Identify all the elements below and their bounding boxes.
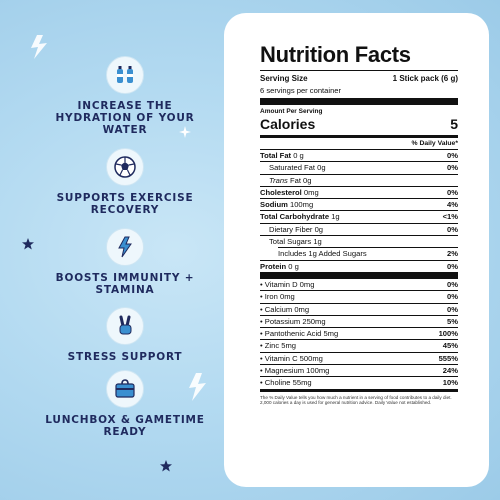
nutrient-dv: 0% xyxy=(447,224,458,234)
vitamin-dv: 0% xyxy=(447,279,458,289)
nutrient-row: Saturated Fat 0g 0% xyxy=(260,161,458,173)
nutrient-dv: 0% xyxy=(447,261,458,271)
vitamin-dv: 555% xyxy=(438,353,458,363)
vitamin-row: • Iron 0mg 0% xyxy=(260,290,458,302)
vitamin-name: Vitamin D 0mg xyxy=(264,279,315,289)
nutrient-amount: 100mg xyxy=(289,200,314,210)
benefit-text: INCREASE THE HYDRATION OF YOUR WATER xyxy=(55,100,195,136)
nutrient-dv: 2% xyxy=(447,249,458,259)
nutrient-amount: 0 g xyxy=(288,261,299,271)
nutrient-row: Includes 1g Added Sugars 2% xyxy=(278,247,458,259)
vitamin-name: Magnesium 100mg xyxy=(264,366,330,376)
nutrient-row: Sodium 100mg 4% xyxy=(260,198,458,210)
nutrient-dv: <1% xyxy=(442,212,458,222)
nutrition-panel xyxy=(224,13,489,487)
amount-per-serving: Amount Per Serving xyxy=(260,108,323,115)
vitamin-row: • Zinc 5mg 45% xyxy=(260,339,458,351)
nutrient-amount: 1g xyxy=(331,212,340,222)
nutrient-name: Total Sugars 1g xyxy=(269,237,322,247)
nutrition-facts-label: Nutrition Facts Serving Size 1 Stick pac… xyxy=(260,42,458,406)
vitamin-name: Pantothenic Acid 5mg xyxy=(264,329,339,339)
nutrient-row: Total Fat 0 g 0% xyxy=(260,149,458,161)
vitamin-dv: 5% xyxy=(447,316,458,326)
star-icon xyxy=(22,238,34,250)
nutrient-dv: 0% xyxy=(447,187,458,197)
calories-label: Calories xyxy=(260,116,316,132)
nutrient-row: Protein 0 g 0% xyxy=(260,259,458,272)
calories-row: Calories 5 xyxy=(260,116,458,132)
lunchbox-icon xyxy=(106,370,144,408)
serving-size-row: Serving Size 1 Stick pack (6 g) xyxy=(260,73,458,85)
calories-value: 5 xyxy=(450,116,458,132)
lightning-bolt-icon xyxy=(106,228,144,266)
nutrient-amount: 0mg xyxy=(303,187,319,197)
vitamin-row: • Magnesium 100mg 24% xyxy=(260,364,458,376)
vitamin-name: Potassium 250mg xyxy=(264,316,326,326)
sparkle-icon xyxy=(179,126,191,138)
nutrient-name: Dietary Fiber 0g xyxy=(269,224,324,234)
peace-hand-icon xyxy=(106,307,144,345)
label-footnote: The % Daily Value tells you how much a n… xyxy=(260,394,452,406)
vitamin-dv: 45% xyxy=(442,341,458,351)
nutrient-dv: 0% xyxy=(447,151,458,160)
water-bottles-icon xyxy=(106,56,144,94)
nutrient-row: Cholesterol 0mg 0% xyxy=(260,185,458,198)
nutrient-amount: 0 g xyxy=(293,151,304,160)
benefit-exercise: SUPPORTS EXERCISE RECOVERY xyxy=(40,148,210,216)
vitamin-row: • Pantothenic Acid 5mg 100% xyxy=(260,327,458,339)
vitamin-dv: 0% xyxy=(447,304,458,314)
benefit-hydration: INCREASE THE HYDRATION OF YOUR WATER xyxy=(40,56,210,136)
nutrient-name: Cholesterol xyxy=(260,187,302,197)
benefit-text: LUNCHBOX & GAMETIME READY xyxy=(45,414,205,438)
vitamin-row: • Vitamin C 500mg 555% xyxy=(260,351,458,363)
benefit-stress: STRESS SUPPORT xyxy=(40,307,210,363)
vitamin-dv: 10% xyxy=(442,378,458,388)
nutrient-row: Total Carbohydrate 1g <1% xyxy=(260,210,458,222)
benefit-lunchbox: LUNCHBOX & GAMETIME READY xyxy=(40,370,210,438)
serving-size-label: Serving Size xyxy=(260,74,308,83)
vitamin-row: • Choline 55mg 10% xyxy=(260,376,458,388)
lightning-bolt-icon xyxy=(31,35,47,59)
benefit-text: BOOSTS IMMUNITY + STAMINA xyxy=(55,272,195,296)
benefit-text: SUPPORTS EXERCISE RECOVERY xyxy=(56,192,194,216)
nutrient-row: Dietary Fiber 0g 0% xyxy=(260,222,458,235)
nutrient-name: Saturated Fat 0g xyxy=(269,163,326,173)
vitamin-name: Iron 0mg xyxy=(264,292,295,302)
benefit-text: STRESS SUPPORT xyxy=(67,351,183,363)
lightning-bolt-icon xyxy=(189,373,206,401)
nutrient-name: Protein xyxy=(260,261,287,271)
benefit-immunity: BOOSTS IMMUNITY + STAMINA xyxy=(40,228,210,296)
vitamin-name: Choline 55mg xyxy=(264,378,312,388)
nutrient-dv: 4% xyxy=(447,200,458,210)
nutrient-row: Total Sugars 1g xyxy=(260,235,458,247)
soccer-ball-icon xyxy=(106,148,144,186)
star-icon xyxy=(160,460,172,472)
vitamin-dv: 24% xyxy=(442,366,458,376)
nutrient-name-italic: Trans xyxy=(269,175,288,185)
nutrient-name: Includes 1g Added Sugars xyxy=(278,249,367,259)
vitamin-name: Calcium 0mg xyxy=(264,304,310,314)
nutrient-name: Fat 0g xyxy=(287,175,312,185)
vitamin-row: • Potassium 250mg 5% xyxy=(260,314,458,326)
serving-size-value: 1 Stick pack (6 g) xyxy=(392,74,458,83)
nutrient-dv: 0% xyxy=(447,163,458,173)
vitamin-row: • Vitamin D 0mg 0% xyxy=(260,279,458,289)
nutrient-name: Total Carbohydrate xyxy=(260,212,330,222)
daily-value-header: % Daily Value* xyxy=(411,140,458,147)
nutrient-row: Trans Fat 0g xyxy=(260,173,458,186)
vitamin-dv: 0% xyxy=(447,292,458,302)
vitamin-name: Vitamin C 500mg xyxy=(264,353,323,363)
servings-per-container: 6 servings per container xyxy=(260,86,342,95)
vitamin-dv: 100% xyxy=(438,329,458,339)
label-title: Nutrition Facts xyxy=(260,42,411,67)
nutrient-name: Sodium xyxy=(260,200,288,210)
nutrient-name: Total Fat xyxy=(260,151,292,160)
vitamin-name: Zinc 5mg xyxy=(264,341,297,351)
vitamin-row: • Calcium 0mg 0% xyxy=(260,302,458,314)
